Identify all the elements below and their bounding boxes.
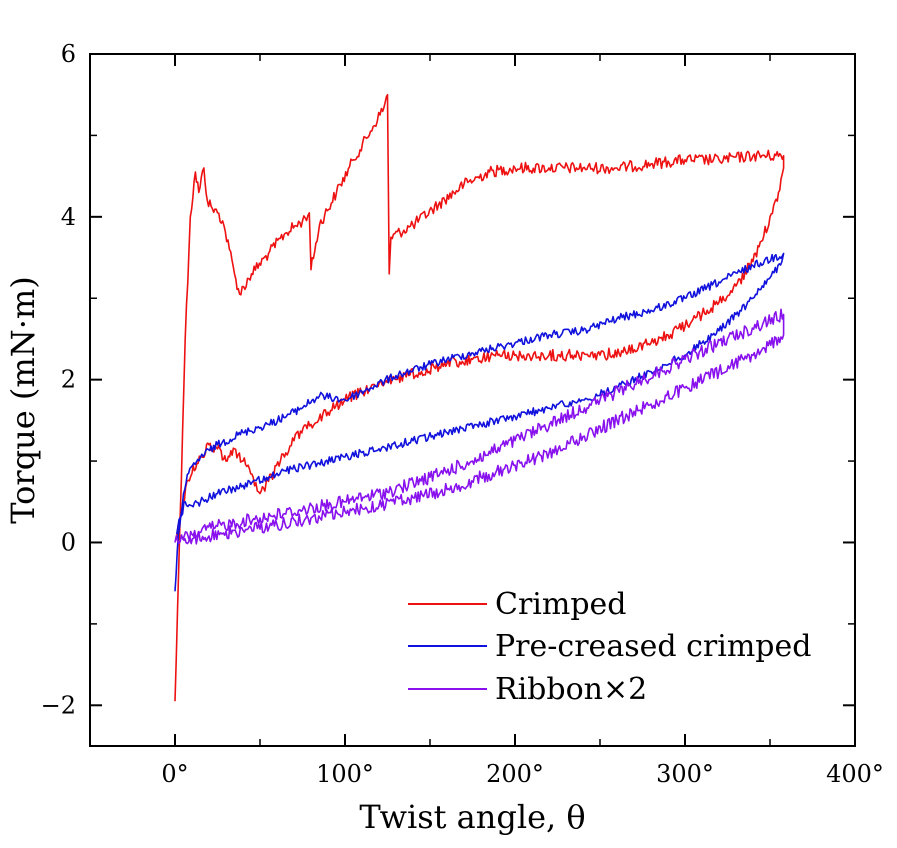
- legend: Crimped Pre-creased crimped Ribbon×2: [408, 587, 811, 707]
- x-tick-label: 0°: [161, 760, 188, 788]
- series-line-crimped: [174, 93, 785, 702]
- y-tick-label: 0: [61, 528, 76, 556]
- plot-frame: [89, 53, 856, 747]
- legend-label-pre-creased-crimped: Pre-creased crimped: [495, 629, 811, 664]
- series-line-pre-creased-crimped: [174, 252, 785, 592]
- y-tick-label: 6: [61, 40, 76, 68]
- legend-label-ribbon-2: Ribbon×2: [495, 672, 647, 707]
- x-tick-label: 200°: [486, 760, 544, 788]
- x-tick-label: 100°: [316, 760, 374, 788]
- series-layer: [174, 93, 785, 702]
- legend-label-crimped: Crimped: [495, 587, 627, 622]
- y-tick-label: −2: [41, 691, 76, 719]
- y-axis-title: Torque (mN·m): [4, 276, 42, 523]
- x-tick-label: 300°: [656, 760, 714, 788]
- y-tick-label: 4: [61, 203, 76, 231]
- x-axis-title: Twist angle, θ: [359, 798, 585, 836]
- x-tick-label: 400°: [826, 760, 884, 788]
- axes-layer: 0° 100° 200° 300° 400° −2 0 2 4 6 Twist angle, θ To…: [4, 40, 884, 836]
- series-line-ribbon-2: [174, 308, 785, 545]
- y-tick-label: 2: [61, 366, 76, 394]
